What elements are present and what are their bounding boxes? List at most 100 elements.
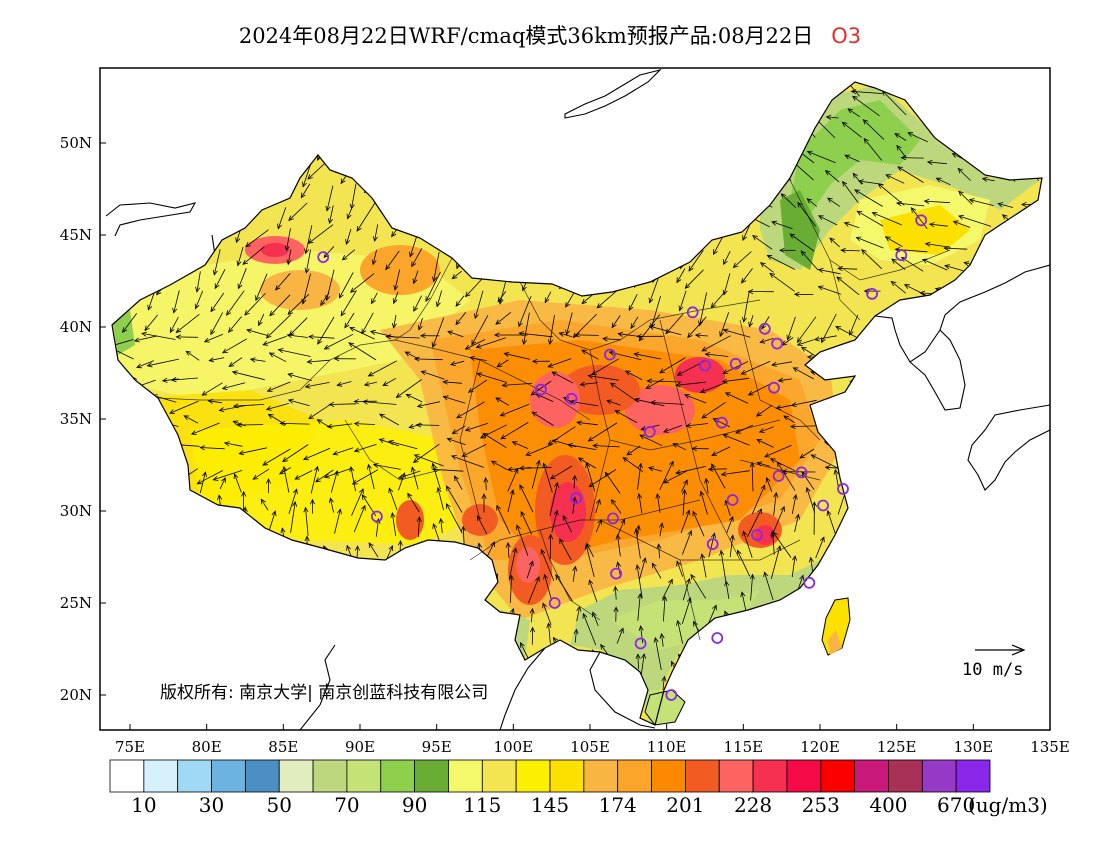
wind-arrowhead (521, 339, 527, 346)
wind-arrowhead (958, 214, 964, 220)
wind-arrowhead (233, 473, 239, 480)
wind-vector (450, 360, 465, 365)
wind-vector (663, 470, 687, 484)
wind-vector (679, 290, 687, 311)
wind-vector (222, 382, 246, 389)
wind-arrowhead (203, 337, 210, 343)
wind-arrowhead (520, 510, 526, 517)
wind-arrowhead (404, 351, 411, 357)
wind-arrowhead (786, 334, 792, 341)
wind-vector (344, 312, 355, 328)
wind-arrowhead (282, 456, 288, 463)
station-marker (716, 416, 728, 429)
wind-arrowhead (266, 387, 273, 392)
wind-arrowhead (543, 573, 549, 580)
wind-vector (222, 338, 247, 354)
wind-arrowhead (308, 334, 314, 340)
wind-arrowhead (262, 340, 269, 346)
station-marker (535, 383, 547, 396)
wind-vector (665, 313, 684, 334)
wind-vector (656, 493, 661, 513)
wind-arrowhead (576, 420, 582, 426)
wind-vector (507, 468, 519, 492)
station-marker (803, 576, 816, 589)
wind-vector (649, 325, 682, 336)
wind-arrowhead (500, 434, 507, 440)
wind-arrowhead (228, 361, 235, 368)
wind-vector (682, 530, 692, 555)
wind-vector (277, 207, 287, 229)
colorbar-label: 174 (598, 793, 637, 817)
wind-vector (536, 393, 554, 402)
wind-vector (287, 334, 308, 338)
wind-arrowhead (509, 489, 515, 495)
wind-arrowhead (614, 410, 621, 415)
station-marker (895, 249, 908, 262)
wind-arrowhead (388, 487, 394, 494)
wind-arrowhead (780, 505, 785, 512)
wind-vector (806, 487, 816, 513)
wind-vector (617, 534, 621, 557)
wind-vector (615, 410, 638, 424)
wind-vector (446, 503, 463, 534)
wind-arrowhead (759, 338, 766, 344)
station-marker (751, 529, 763, 541)
wind-vector (496, 505, 511, 535)
wind-vector (305, 507, 309, 536)
wind-vector (572, 497, 576, 514)
wind-arrowhead (699, 490, 705, 497)
wind-arrowhead (653, 636, 659, 643)
colorbar-swatch (820, 759, 856, 793)
wind-vector (663, 425, 683, 433)
wind-arrowhead (332, 450, 339, 456)
wind-vector (446, 485, 463, 513)
wind-arrowhead (223, 441, 230, 447)
wind-vector (413, 270, 419, 284)
wind-vector (213, 470, 243, 481)
wind-vector (692, 511, 705, 537)
wind-vector (743, 290, 750, 322)
wind-arrowhead (320, 300, 326, 306)
wind-vector (829, 237, 840, 248)
wind-arrowhead (636, 333, 642, 339)
wind-arrowhead (624, 370, 631, 376)
wind-vector (852, 95, 880, 117)
wind-vector (818, 269, 841, 275)
wind-arrowhead (688, 265, 694, 272)
wind-arrowhead (277, 348, 284, 354)
wind-arrowhead (390, 511, 396, 518)
wind-vector (228, 316, 242, 333)
wind-arrowhead (136, 363, 143, 369)
wind-vector (764, 572, 774, 601)
wind-arrowhead (284, 245, 290, 252)
wind-vector (701, 401, 726, 419)
colorbar-label: 50 (266, 793, 292, 817)
wind-arrowhead (425, 296, 431, 303)
wind-vector (640, 626, 644, 644)
station-marker (706, 538, 719, 550)
wind-arrowhead (711, 451, 717, 456)
wind-arrowhead (958, 190, 964, 197)
wind-vector (233, 404, 265, 407)
wind-arrowhead (346, 544, 351, 551)
wind-vector (195, 290, 204, 309)
wind-vector (742, 225, 750, 241)
wind-vector (393, 315, 397, 328)
wind-vector (997, 203, 1014, 208)
wind-vector (368, 464, 375, 490)
wind-vector (544, 291, 552, 303)
wind-vector (315, 469, 334, 483)
wind-arrowhead (555, 574, 561, 580)
wind-arrowhead (844, 154, 851, 160)
wind-vector (191, 422, 220, 435)
wind-arrowhead (690, 573, 696, 580)
wind-arrowhead (687, 332, 693, 339)
wind-vector (288, 202, 308, 221)
wind-vector (508, 548, 517, 580)
wind-vector (141, 333, 176, 340)
colorbar-swatch (515, 759, 551, 793)
wind-arrowhead (546, 622, 552, 629)
wind-vector (756, 439, 774, 448)
station-marker (699, 359, 711, 372)
wind-vector (549, 482, 558, 516)
